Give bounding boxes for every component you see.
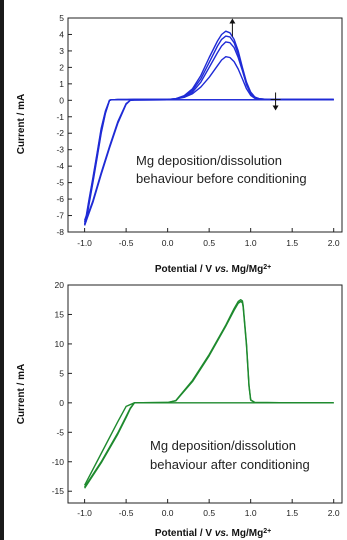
x-tick-label: 0.5: [203, 508, 215, 518]
y-tick-label: 10: [55, 339, 65, 349]
x-tick-label: -0.5: [119, 238, 134, 248]
annotation-after: Mg deposition/dissolution behaviour afte…: [150, 438, 310, 472]
y-tick-label: -7: [56, 211, 64, 221]
y-tick-label: 0: [59, 398, 64, 408]
plot-frame: [67, 284, 343, 504]
x-tick-label: 0.0: [162, 508, 174, 518]
x-tick-label: 0.5: [203, 238, 215, 248]
y-tick-label: -6: [56, 194, 64, 204]
y-tick-label: -4: [56, 161, 64, 171]
y-tick-label: 4: [59, 29, 64, 39]
x-tick-label: 1.0: [245, 508, 257, 518]
cv-curve-4: [83, 56, 334, 221]
x-axis-label: Potential / V vs. Mg/Mg2+: [155, 264, 271, 276]
cv-curve-6: [83, 99, 334, 225]
y-tick-label: -1: [56, 112, 64, 122]
cv-curve-3: [83, 41, 334, 223]
x-tick-label: -0.5: [119, 508, 134, 518]
y-axis-label: Current / mA: [16, 94, 27, 155]
y-tick-label: -3: [56, 145, 64, 155]
left-edge-strip: [0, 0, 4, 540]
y-tick-label: -10: [52, 457, 65, 467]
y-tick-label: 15: [55, 309, 65, 319]
y-axis-label: Current / mA: [16, 364, 27, 425]
annotation-line-1: Mg deposition/dissolution: [150, 438, 296, 453]
x-tick-label: 1.5: [286, 238, 298, 248]
annotation-before: Mg deposition/dissolution behaviour befo…: [136, 153, 307, 186]
x-axis-label: Potential / V vs. Mg/Mg2+: [155, 528, 271, 540]
x-tick-label: 1.0: [245, 238, 257, 248]
y-tick-label: -5: [56, 427, 64, 437]
annotation-line-2: behaviour after conditioning: [150, 457, 310, 472]
cv-curve-2: [84, 300, 334, 488]
cv-curve-3: [83, 402, 334, 486]
y-tick-label: 1: [59, 79, 64, 89]
y-tick-label: 0: [59, 95, 64, 105]
y-tick-label: -5: [56, 178, 64, 188]
cv-panel-after-conditioning: Mg deposition/dissolution behaviour afte…: [16, 280, 343, 540]
trend-arrow-2: [270, 92, 281, 111]
x-tick-label: -1.0: [77, 508, 92, 518]
annotation-line-2: behaviour before conditioning: [136, 171, 307, 186]
plot-frame: [67, 17, 343, 233]
y-tick-label: -2: [56, 128, 64, 138]
y-tick-label: 5: [59, 368, 64, 378]
trend-arrow-head: [229, 18, 236, 24]
cv-curve-2: [83, 35, 334, 225]
trend-arrow-1: [229, 18, 236, 37]
y-tick-label: -8: [56, 227, 64, 237]
x-tick-label: 1.5: [286, 508, 298, 518]
x-tick-label: 2.0: [328, 238, 340, 248]
x-tick-label: 0.0: [162, 238, 174, 248]
cv-panel-before-conditioning: Mg deposition/dissolution behaviour befo…: [16, 13, 343, 276]
cv-curve-1: [83, 30, 334, 226]
annotation-line-1: Mg deposition/dissolution: [136, 153, 282, 168]
y-tick-label: 5: [59, 13, 64, 23]
y-tick-label: 2: [59, 62, 64, 72]
x-tick-label: 2.0: [328, 508, 340, 518]
y-tick-label: 3: [59, 46, 64, 56]
x-tick-label: -1.0: [77, 238, 92, 248]
trend-arrow-head: [272, 105, 279, 111]
y-tick-label: 20: [55, 280, 65, 290]
y-tick-label: -15: [52, 486, 65, 496]
